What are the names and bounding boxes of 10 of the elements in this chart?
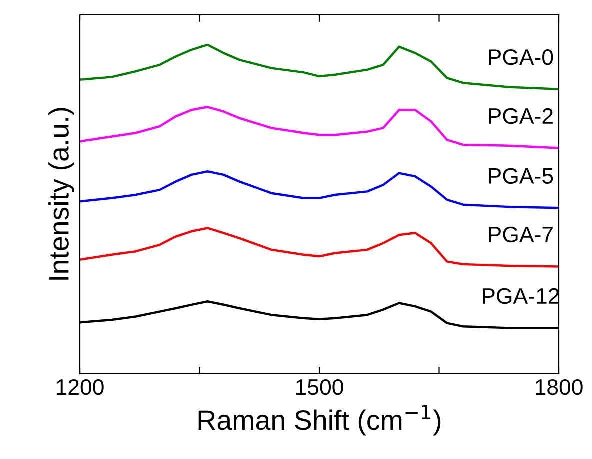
x-tick-label: 1800 — [536, 379, 583, 396]
x-tick-label: 1500 — [296, 379, 344, 396]
series-label: PGA-12 — [482, 288, 560, 304]
y-axis-title: Intensity (a.u.) — [48, 108, 74, 280]
series-label: PGA-5 — [489, 168, 554, 184]
series-label: PGA-2 — [489, 108, 553, 124]
x-axis-title: Raman Shift (cm$^{−1}$) — [198, 405, 441, 436]
series-label: PGA-7 — [489, 226, 553, 243]
series-label: PGA-0 — [489, 49, 554, 66]
x-tick-label: 1200 — [56, 379, 104, 396]
